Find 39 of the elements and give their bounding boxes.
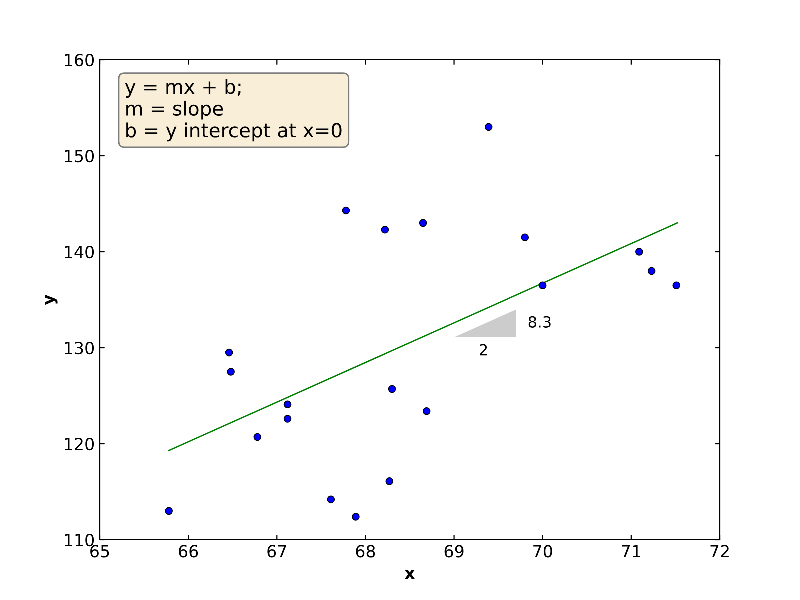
point	[388, 385, 396, 394]
point	[538, 282, 547, 290]
point	[225, 348, 234, 357]
x-tick-label: 67	[268, 545, 286, 558]
point	[381, 226, 390, 234]
point	[327, 496, 336, 504]
point	[648, 267, 656, 276]
y-tick-label: 130	[65, 342, 94, 355]
point	[284, 415, 292, 423]
x-tick-label: 71	[622, 545, 640, 558]
annotation: 2	[480, 344, 488, 356]
y-tick-label: 120	[65, 438, 94, 451]
annotation: y = mx + b; m = slope b = y intercept at x=0	[125, 79, 342, 142]
point	[672, 282, 680, 290]
x-axis-title: x	[404, 570, 416, 580]
x-tick-label: 66	[179, 545, 198, 558]
point	[284, 400, 292, 409]
y-axis-title: y	[45, 294, 58, 306]
x-tick-label: 72	[710, 545, 729, 558]
point	[352, 513, 360, 521]
point	[484, 123, 493, 132]
y-tick-label: 150	[65, 150, 94, 163]
point	[386, 478, 394, 486]
x-tick-label: 68	[356, 545, 376, 558]
annotation: 8.3	[528, 316, 551, 328]
y-tick-label: 140	[65, 246, 94, 259]
point	[165, 507, 173, 516]
y-tick-label: 160	[65, 54, 94, 67]
point	[521, 234, 530, 242]
point	[422, 407, 431, 416]
point	[419, 219, 428, 228]
x-tick-label: 70	[534, 545, 552, 558]
y-tick-label: 110	[65, 534, 94, 547]
point	[342, 206, 350, 215]
point	[254, 433, 262, 442]
point	[636, 248, 644, 256]
x-tick-label: 65	[90, 545, 110, 558]
x-tick-label: 69	[444, 545, 464, 558]
point	[227, 368, 235, 376]
